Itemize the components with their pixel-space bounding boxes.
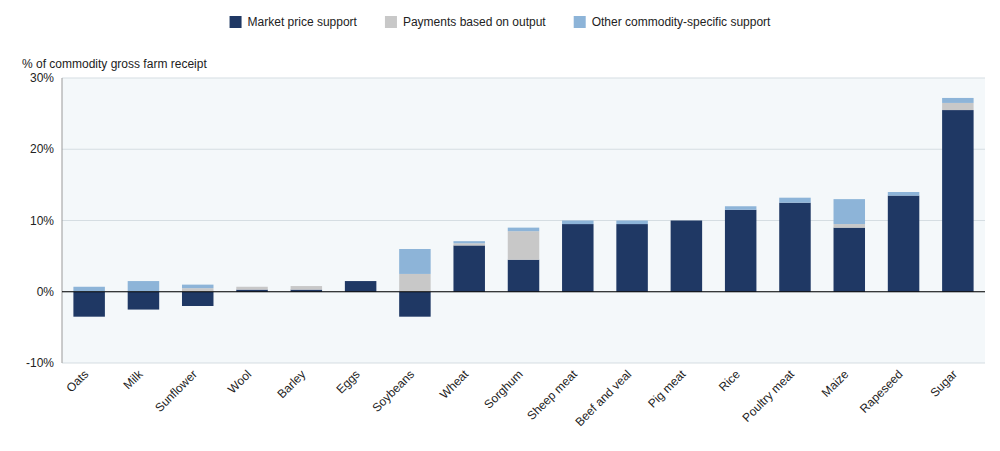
bar-segment	[942, 98, 973, 103]
y-tick-label: 0%	[37, 285, 55, 299]
bar-segment	[453, 243, 484, 245]
bar-segment	[942, 110, 973, 292]
y-axis-line	[62, 78, 63, 363]
legend-label: Market price support	[248, 15, 358, 29]
bar-segment	[182, 288, 213, 292]
x-tick-label: Sorghum	[481, 367, 525, 411]
bar-segment	[725, 206, 756, 210]
x-tick-label: Beef and veal	[572, 367, 634, 429]
x-tick-label: Wheat	[437, 367, 472, 402]
grid-line	[62, 149, 985, 150]
bar-segment	[399, 292, 430, 317]
bar-segment	[236, 287, 267, 290]
grid-line	[62, 78, 985, 79]
bar-segment	[291, 286, 322, 287]
bar-segment	[345, 281, 376, 292]
bar-segment	[671, 221, 702, 292]
y-tick-label: 10%	[30, 214, 54, 228]
x-tick-label: Oats	[63, 367, 91, 395]
legend-label: Other commodity-specific support	[592, 15, 771, 29]
bar-segment	[345, 281, 376, 282]
bar-segment	[182, 292, 213, 306]
legend-swatch	[230, 16, 242, 28]
bar-segment	[453, 241, 484, 243]
bar-segment	[888, 196, 919, 292]
x-tick-label: Rapeseed	[857, 367, 906, 416]
x-tick-label: Poultry meat	[740, 367, 798, 425]
y-tick-label: 30%	[30, 71, 54, 85]
bar-segment	[725, 210, 756, 292]
bar-segment	[834, 228, 865, 292]
legend-swatch	[574, 16, 586, 28]
bar-segment	[671, 220, 702, 221]
grid-line	[62, 291, 985, 292]
bar-segment	[779, 198, 810, 203]
bar-segment	[508, 260, 539, 292]
bar-segment	[399, 249, 430, 274]
bar-segment	[399, 274, 430, 292]
x-tick-label: Barley	[274, 367, 308, 401]
bar-segment	[291, 286, 322, 290]
bar-segment	[834, 199, 865, 224]
bar-segment	[182, 285, 213, 289]
legend: Market price support Payments based on ou…	[230, 15, 772, 29]
x-tick-label: Milk	[121, 367, 147, 393]
bar-segment	[562, 221, 593, 225]
chart: -10% 0% 10% 20% 30%% of commodity gross farm…	[0, 0, 1000, 451]
bar-segment	[616, 221, 647, 225]
x-tick-label: Sunflower	[152, 367, 200, 415]
bar-segment	[671, 220, 702, 221]
bar-segment	[236, 286, 267, 287]
bars	[73, 98, 973, 317]
bar-segment	[942, 103, 973, 110]
bar-segment	[562, 224, 593, 292]
zero-line	[62, 291, 985, 292]
bar-segment	[888, 192, 919, 196]
x-tick-label: Soybeans	[369, 367, 417, 415]
y-tick-label: 20%	[30, 142, 54, 156]
x-tick-label: Sugar	[927, 367, 960, 400]
grid	[62, 78, 985, 363]
x-tick-label: Maize	[819, 367, 852, 400]
x-tick-label: Pig meat	[645, 367, 689, 411]
bar-segment	[834, 224, 865, 228]
bar-segment	[779, 203, 810, 292]
legend-swatch	[385, 16, 397, 28]
y-tick-label: -10%	[26, 356, 54, 370]
bar-segment	[508, 228, 539, 232]
x-tick-label: Rice	[716, 367, 743, 394]
x-tick-label: Sheep meat	[524, 367, 580, 423]
bar-segment	[453, 245, 484, 291]
y-axis-label: % of commodity gross farm receipt	[22, 57, 207, 71]
bar-segment	[128, 281, 159, 292]
bar-segment	[508, 231, 539, 260]
bar-segment	[128, 292, 159, 310]
bar-segment	[73, 292, 104, 317]
bar-segment	[345, 281, 376, 282]
x-tick-label: Wool	[225, 367, 254, 396]
plot-background	[62, 78, 985, 363]
bar-segment	[616, 224, 647, 292]
grid-line	[62, 363, 985, 364]
x-tick-label: Eggs	[333, 367, 362, 396]
bar-segment	[73, 287, 104, 292]
legend-label: Payments based on output	[403, 15, 546, 29]
